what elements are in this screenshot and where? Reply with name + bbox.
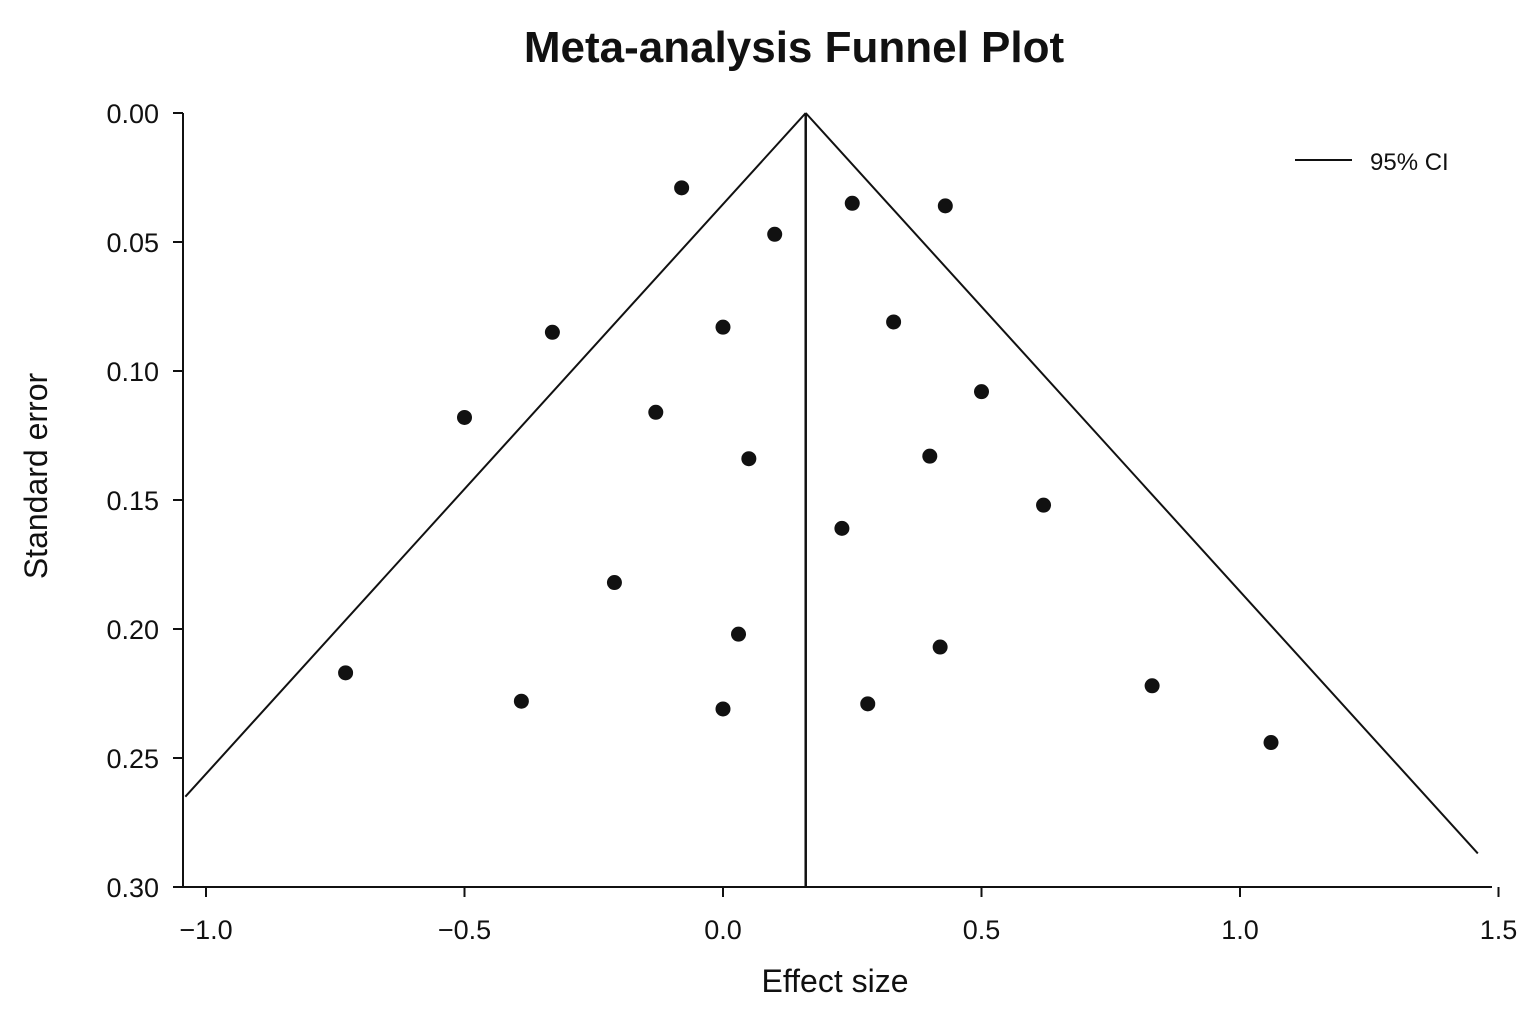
x-tick-label: 0.5 [963, 915, 1001, 945]
y-tick-label: 0.20 [106, 615, 159, 645]
legend-ci-label: 95% CI [1370, 149, 1449, 176]
study-point [741, 451, 757, 467]
study-point [1263, 735, 1279, 751]
study-point [937, 198, 953, 214]
study-point [834, 520, 850, 536]
y-tick-label: 0.00 [106, 99, 159, 129]
confidence-interval-lines [184, 112, 1479, 855]
x-axis-label: Effect size [761, 963, 908, 999]
x-tick-label: 1.5 [1480, 915, 1518, 945]
x-axis: −1.0 −0.5 0.0 0.5 1.0 1.5 [179, 886, 1518, 945]
study-point [648, 404, 664, 420]
y-axis: 0.00 0.05 0.10 0.15 0.20 0.25 0.30 [106, 99, 184, 903]
ci-line-left [184, 112, 807, 798]
study-point [767, 226, 783, 242]
study-point [844, 195, 860, 211]
x-tick-label: 1.0 [1221, 915, 1259, 945]
legend: 95% CI [1295, 149, 1449, 176]
y-tick-label: 0.05 [106, 228, 159, 258]
y-tick-label: 0.10 [106, 357, 159, 387]
x-tick-label: 0.0 [704, 915, 742, 945]
study-point [974, 384, 989, 400]
study-point [715, 319, 731, 335]
study-point [457, 409, 472, 425]
study-point [1144, 678, 1160, 694]
study-point [674, 180, 690, 196]
study-point [606, 575, 622, 591]
study-points [338, 180, 1279, 751]
y-axis-label: Standard error [18, 372, 54, 579]
study-point [544, 324, 560, 340]
study-point [922, 448, 938, 464]
study-point [860, 696, 876, 712]
x-tick-label: −1.0 [179, 915, 232, 945]
study-point [338, 665, 354, 681]
study-point [886, 314, 902, 330]
y-tick-label: 0.30 [106, 873, 159, 903]
study-point [715, 701, 731, 717]
y-tick-label: 0.15 [106, 486, 159, 516]
study-point [1036, 497, 1052, 513]
study-point [513, 693, 529, 709]
ci-line-right [804, 112, 1479, 855]
study-point [731, 626, 747, 642]
y-tick-label: 0.25 [106, 744, 159, 774]
chart-title: Meta-analysis Funnel Plot [524, 23, 1065, 72]
study-point [932, 639, 948, 655]
x-tick-label: −0.5 [438, 915, 491, 945]
